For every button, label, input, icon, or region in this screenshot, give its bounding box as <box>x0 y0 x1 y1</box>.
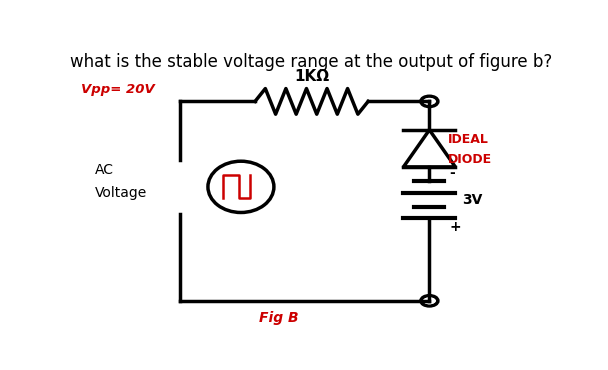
Circle shape <box>423 98 435 105</box>
Text: 1KΩ: 1KΩ <box>294 69 329 84</box>
Text: what is the stable voltage range at the output of figure b?: what is the stable voltage range at the … <box>71 53 553 71</box>
Text: AC: AC <box>95 163 114 177</box>
Text: -: - <box>449 166 455 180</box>
Text: IDEAL: IDEAL <box>448 133 489 147</box>
Circle shape <box>423 297 435 305</box>
Text: Voltage: Voltage <box>95 185 147 199</box>
Text: DIODE: DIODE <box>448 153 492 166</box>
Text: +: + <box>449 220 461 233</box>
Text: 3V: 3V <box>463 193 483 207</box>
Text: Fig B: Fig B <box>259 311 299 325</box>
Text: Vpp= 20V: Vpp= 20V <box>81 84 154 97</box>
